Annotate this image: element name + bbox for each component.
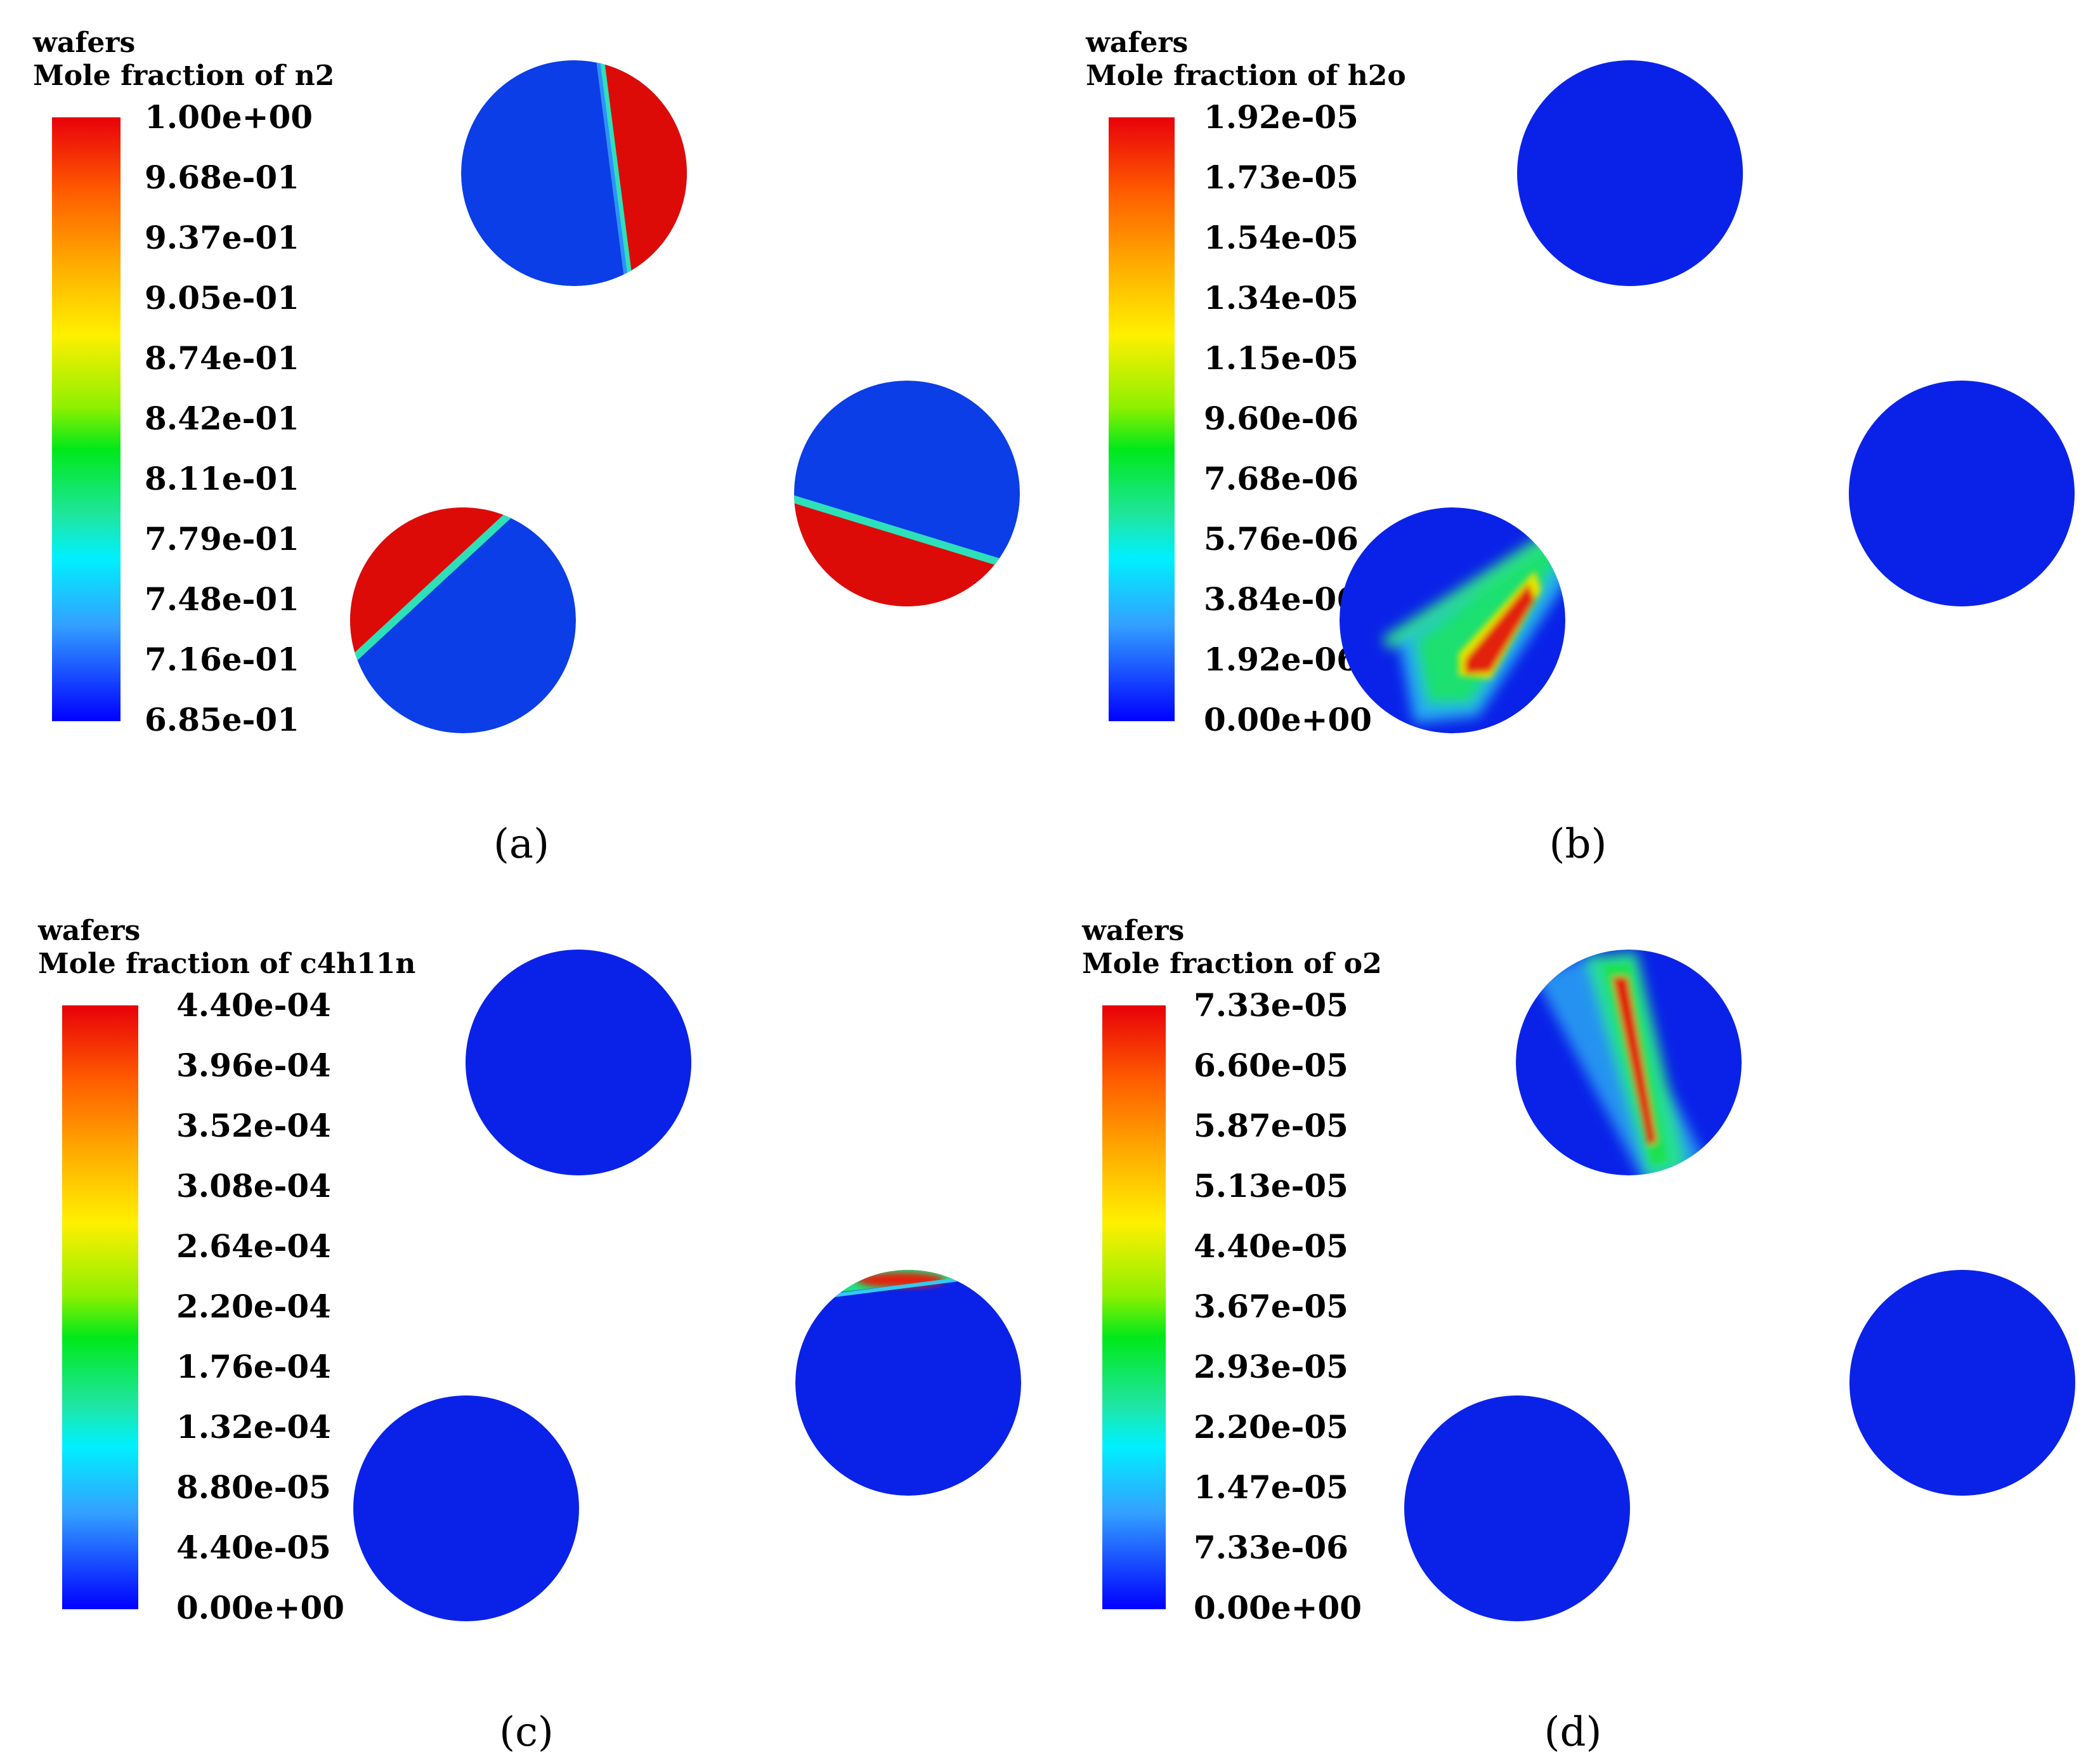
tick-label: 2.20e-04	[176, 1288, 331, 1325]
tick-label: 0.00e+00	[1194, 1589, 1362, 1626]
tick-label: 7.33e-06	[1194, 1529, 1348, 1566]
panel-b: wafers Mole fraction of h2o 1.92e-05 1.7…	[1085, 27, 2075, 868]
tick-label: 9.60e-06	[1204, 400, 1359, 437]
tick-label: 4.40e-05	[176, 1529, 331, 1566]
top-wafer	[461, 60, 687, 286]
colorbar	[1109, 117, 1175, 721]
tick-label: 8.11e-01	[145, 460, 299, 497]
tick-label: 3.08e-04	[176, 1167, 331, 1205]
tick-label: 7.68e-06	[1204, 460, 1359, 497]
tick-label: 2.20e-05	[1194, 1408, 1348, 1446]
panel-d: wafers Mole fraction of o2 7.33e-05 6.60…	[1081, 915, 2075, 1756]
tick-label: 0.00e+00	[1204, 701, 1372, 738]
legend-title: wafers	[1081, 915, 1184, 947]
legend-title: wafers	[32, 27, 135, 59]
tick-label: 3.84e-06	[1204, 580, 1359, 618]
tick-label: 1.34e-05	[1204, 279, 1359, 317]
colorbar-ticks: 7.33e-05 6.60e-05 5.87e-05 5.13e-05 4.40…	[1194, 986, 1362, 1626]
colorbar	[62, 1005, 138, 1609]
tick-label: 1.32e-04	[176, 1408, 331, 1446]
legend-subtitle: Mole fraction of o2	[1082, 948, 1382, 980]
left-wafer	[1404, 1395, 1630, 1621]
right-wafer	[1849, 381, 2075, 606]
tick-label: 8.74e-01	[145, 339, 299, 377]
tick-label: 7.79e-01	[145, 520, 299, 558]
tick-label: 8.42e-01	[145, 400, 299, 437]
tick-label: 5.87e-05	[1194, 1107, 1348, 1144]
colorbar-ticks: 1.00e+00 9.68e-01 9.37e-01 9.05e-01 8.74…	[145, 98, 313, 738]
panel-caption: (c)	[499, 1709, 554, 1756]
tick-label: 5.13e-05	[1194, 1167, 1348, 1205]
tick-label: 8.80e-05	[176, 1468, 331, 1506]
tick-label: 2.64e-04	[176, 1227, 331, 1265]
legend-title: wafers	[37, 915, 140, 947]
tick-label: 5.76e-06	[1204, 520, 1359, 558]
tick-label: 7.16e-01	[145, 641, 299, 678]
panel-caption: (b)	[1549, 821, 1607, 868]
tick-label: 1.47e-05	[1194, 1468, 1348, 1506]
top-wafer	[466, 950, 691, 1175]
tick-label: 7.33e-05	[1194, 986, 1348, 1024]
panel-caption: (d)	[1544, 1709, 1602, 1756]
tick-label: 1.92e-06	[1204, 641, 1359, 678]
left-wafer	[353, 1395, 579, 1621]
legend-subtitle: Mole fraction of c4h11n	[38, 948, 415, 980]
right-wafer	[794, 381, 1020, 606]
tick-label: 6.60e-05	[1194, 1047, 1348, 1084]
tick-label: 3.67e-05	[1194, 1288, 1348, 1325]
tick-label: 4.40e-05	[1194, 1227, 1348, 1265]
right-wafer	[795, 1270, 1021, 1496]
tick-label: 1.76e-04	[176, 1348, 331, 1385]
colorbar	[1102, 1005, 1166, 1609]
tick-label: 3.96e-04	[176, 1047, 331, 1084]
top-wafer	[1517, 60, 1743, 286]
left-wafer	[350, 507, 576, 733]
legend-title: wafers	[1085, 27, 1188, 59]
panel-caption: (a)	[493, 821, 549, 868]
colorbar-ticks: 1.92e-05 1.73e-05 1.54e-05 1.34e-05 1.15…	[1204, 98, 1372, 738]
top-wafer	[1516, 950, 1742, 1175]
tick-label: 9.68e-01	[145, 159, 299, 196]
tick-label: 1.54e-05	[1204, 219, 1359, 256]
panel-a: wafers Mole fraction of n2 1.00e+00 9.68…	[32, 27, 1020, 868]
colorbar-ticks: 4.40e-04 3.96e-04 3.52e-04 3.08e-04 2.64…	[176, 986, 344, 1626]
right-wafer	[1849, 1270, 2075, 1496]
tick-label: 4.40e-04	[176, 986, 331, 1024]
legend-subtitle: Mole fraction of h2o	[1086, 60, 1406, 92]
tick-label: 1.00e+00	[145, 98, 313, 136]
tick-label: 6.85e-01	[145, 701, 299, 738]
tick-label: 9.37e-01	[145, 219, 299, 256]
panel-c: wafers Mole fraction of c4h11n 4.40e-04 …	[37, 915, 1021, 1756]
colorbar	[52, 117, 121, 721]
left-wafer	[1340, 507, 1565, 733]
tick-label: 1.15e-05	[1204, 339, 1359, 377]
tick-label: 1.92e-05	[1204, 98, 1359, 136]
legend-subtitle: Mole fraction of n2	[33, 60, 334, 92]
tick-label: 3.52e-04	[176, 1107, 331, 1144]
tick-label: 0.00e+00	[176, 1589, 344, 1626]
tick-label: 2.93e-05	[1194, 1348, 1348, 1385]
tick-label: 9.05e-01	[145, 279, 299, 317]
tick-label: 7.48e-01	[145, 580, 299, 618]
tick-label: 1.73e-05	[1204, 159, 1359, 196]
